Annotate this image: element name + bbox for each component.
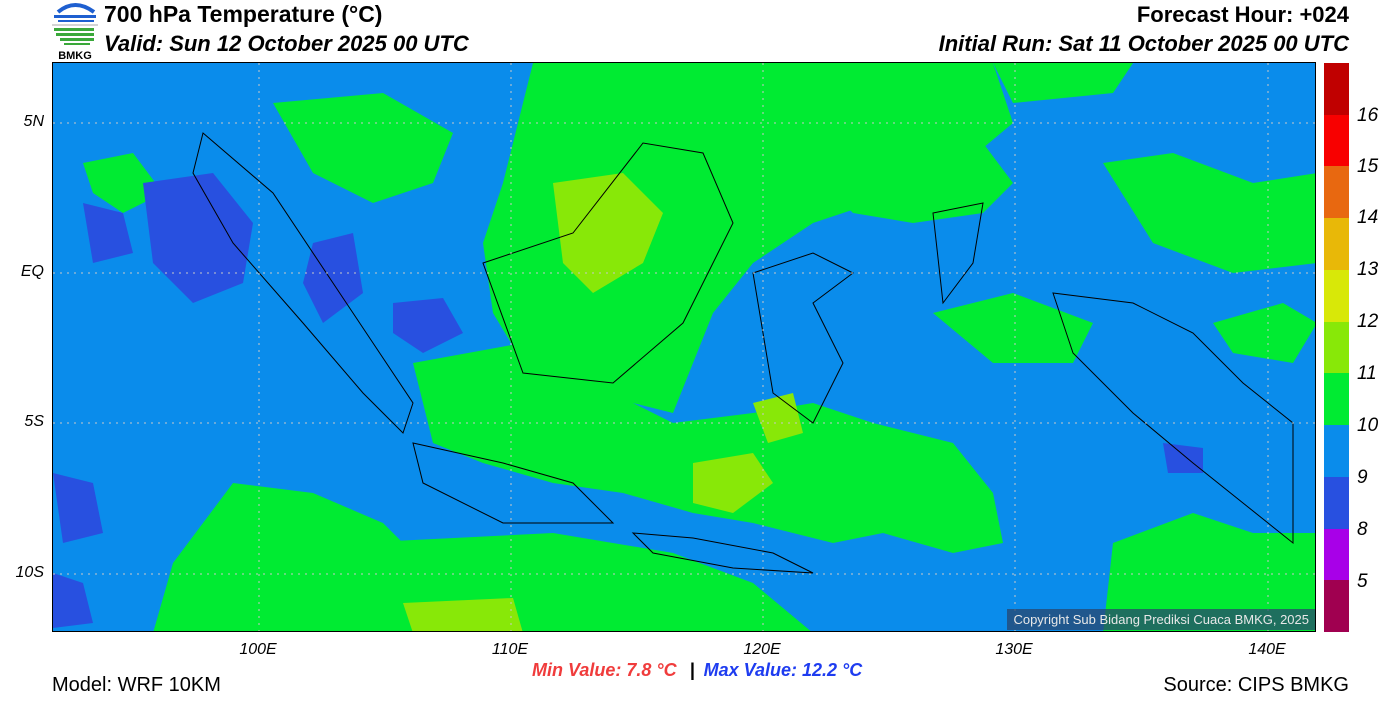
colorbar-segment	[1324, 476, 1349, 529]
min-max-values: Min Value: 7.8 °C | Max Value: 12.2 °C	[532, 660, 862, 681]
max-value: Max Value: 12.2 °C	[703, 660, 863, 680]
lat-label: 10S	[15, 564, 44, 581]
colorbar-segment	[1324, 269, 1349, 322]
colorbar-label: 14	[1357, 207, 1379, 228]
temperature-map[interactable]	[52, 62, 1316, 632]
lon-label: 140E	[1248, 641, 1286, 658]
lat-label: 5N	[23, 113, 44, 130]
source-label: Source: CIPS BMKG	[1163, 674, 1349, 696]
colorbar-segment	[1324, 528, 1349, 581]
min-value: Min Value: 7.8 °C	[532, 660, 677, 680]
colorbar-label: 15	[1357, 156, 1379, 177]
colorbar-segment	[1324, 580, 1349, 633]
svg-text:BMKG: BMKG	[58, 50, 92, 62]
warm-regions	[403, 173, 803, 631]
colorbar-label: 12	[1357, 311, 1379, 332]
coastlines	[192, 132, 1294, 574]
gridlines	[53, 63, 1315, 631]
forecast-hour: Forecast Hour: +024	[1136, 2, 1349, 27]
colorbar-segment	[1324, 425, 1349, 477]
colorbar-label: 16	[1357, 105, 1379, 126]
colorbar-label: 8	[1357, 519, 1368, 540]
valid-time: Valid: Sun 12 October 2025 00 UTC	[104, 31, 469, 56]
colorbar-segment	[1324, 373, 1349, 426]
lon-label: 120E	[743, 641, 781, 658]
lat-label: 5S	[24, 413, 44, 430]
copyright-notice: Copyright Sub Bidang Prediksi Cuaca BMKG…	[1007, 609, 1315, 630]
colorbar-segment	[1324, 63, 1349, 115]
lon-label: 110E	[491, 641, 529, 658]
model-label: Model: WRF 10KM	[52, 674, 221, 696]
colorbar-label: 9	[1357, 467, 1368, 488]
colorbar-label: 11	[1357, 363, 1377, 384]
colorbar-label: 5	[1357, 571, 1368, 592]
lon-label: 130E	[995, 641, 1033, 658]
initial-run: Initial Run: Sat 11 October 2025 00 UTC	[938, 31, 1349, 56]
lon-label: 100E	[239, 641, 277, 658]
chart-title: 700 hPa Temperature (°C)	[104, 1, 383, 27]
colorbar-segment	[1324, 321, 1349, 374]
colorbar-label: 13	[1357, 259, 1379, 280]
cool-regions	[53, 173, 1203, 628]
colorbar-segment	[1324, 114, 1349, 167]
bmkg-logo: BMKG	[50, 0, 100, 62]
lat-label: EQ	[20, 263, 44, 280]
colorbar-segment	[1324, 218, 1349, 270]
green-regions	[83, 63, 1315, 631]
colorbar	[1324, 63, 1349, 633]
colorbar-label: 10	[1357, 415, 1379, 436]
separator: |	[689, 660, 695, 680]
colorbar-segment	[1324, 166, 1349, 219]
